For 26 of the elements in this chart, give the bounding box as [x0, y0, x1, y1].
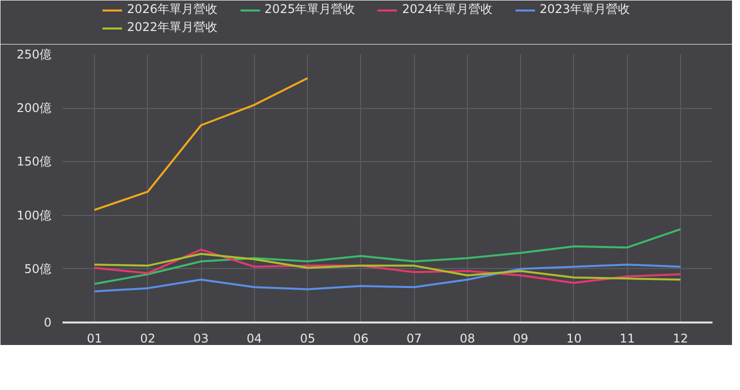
- legend-label: 2023年單月營收: [540, 1, 630, 18]
- y-tick-label: 100億: [16, 208, 52, 222]
- x-tick-label: 08: [460, 332, 476, 346]
- x-tick-label: 05: [300, 332, 316, 346]
- legend-label: 2025年單月營收: [264, 1, 356, 18]
- x-tick-label: 11: [620, 332, 635, 346]
- y-tick-label: 200億: [16, 101, 52, 116]
- x-tick-label: 01: [86, 332, 102, 346]
- legend-label: 2026年單月營收: [127, 1, 218, 18]
- y-tick-label: 150億: [16, 154, 52, 169]
- y-tick-label: 50億: [24, 262, 52, 276]
- legend-label: 2024年單月營收: [402, 1, 493, 18]
- x-tick-label: 03: [193, 332, 209, 346]
- line-series: [93, 264, 682, 292]
- line-series: [93, 77, 309, 211]
- x-tick-label: 10: [566, 332, 582, 346]
- x-tick-label: 06: [353, 332, 369, 346]
- x-tick-label: 09: [513, 332, 528, 346]
- x-tick-label: 07: [406, 332, 422, 346]
- x-tick-label: 04: [246, 332, 262, 346]
- y-tick-label: 0: [44, 316, 52, 330]
- y-tick-label: 250億: [16, 48, 52, 62]
- x-tick-label: 12: [672, 332, 688, 346]
- line-series: [93, 228, 682, 285]
- x-tick-label: 02: [140, 332, 156, 346]
- legend-label: 2022年單月營收: [127, 19, 218, 36]
